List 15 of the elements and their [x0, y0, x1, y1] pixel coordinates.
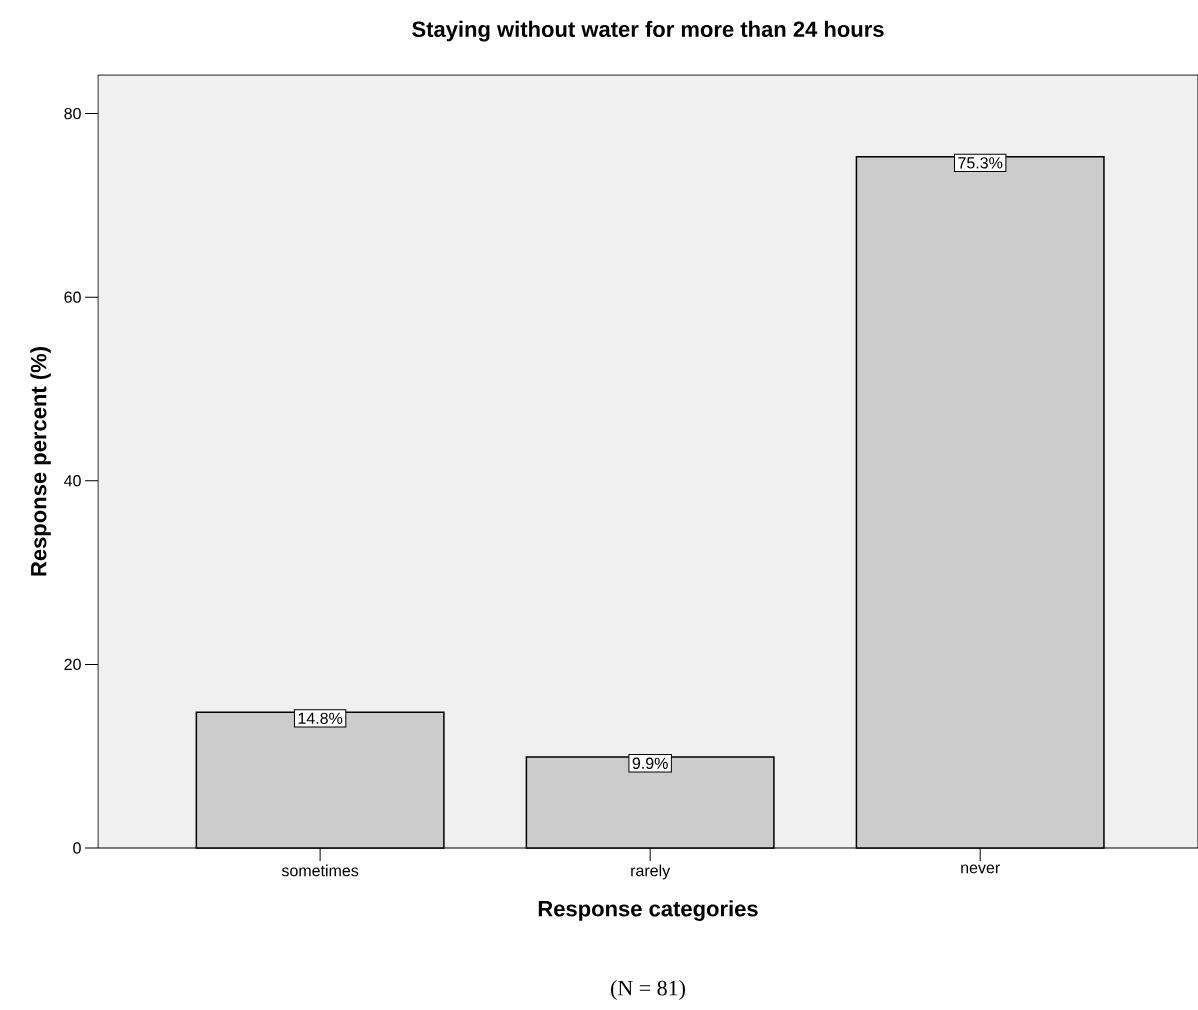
x-tick-label: rarely [631, 864, 671, 880]
x-tick-label: never [961, 864, 1000, 874]
x-tick-label: sometimes [281, 864, 359, 877]
y-tick-label: 0 [73, 842, 81, 854]
data-label: 14.8% [298, 712, 343, 724]
y-tick-label: 20 [64, 658, 81, 671]
y-tick-label: 60 [64, 291, 81, 303]
y-axis-title: Response percent (%) [30, 347, 51, 576]
x-axis-title: Response categories [538, 900, 758, 921]
y-tick-label: 80 [64, 107, 81, 120]
chart-title: Staying without water for more than 24 hours [412, 20, 884, 42]
data-label: 9.9% [632, 757, 668, 769]
data-label: 75.3% [958, 157, 1003, 169]
y-tick-label: 40 [64, 475, 81, 487]
text: (N = 81) [611, 980, 686, 1000]
